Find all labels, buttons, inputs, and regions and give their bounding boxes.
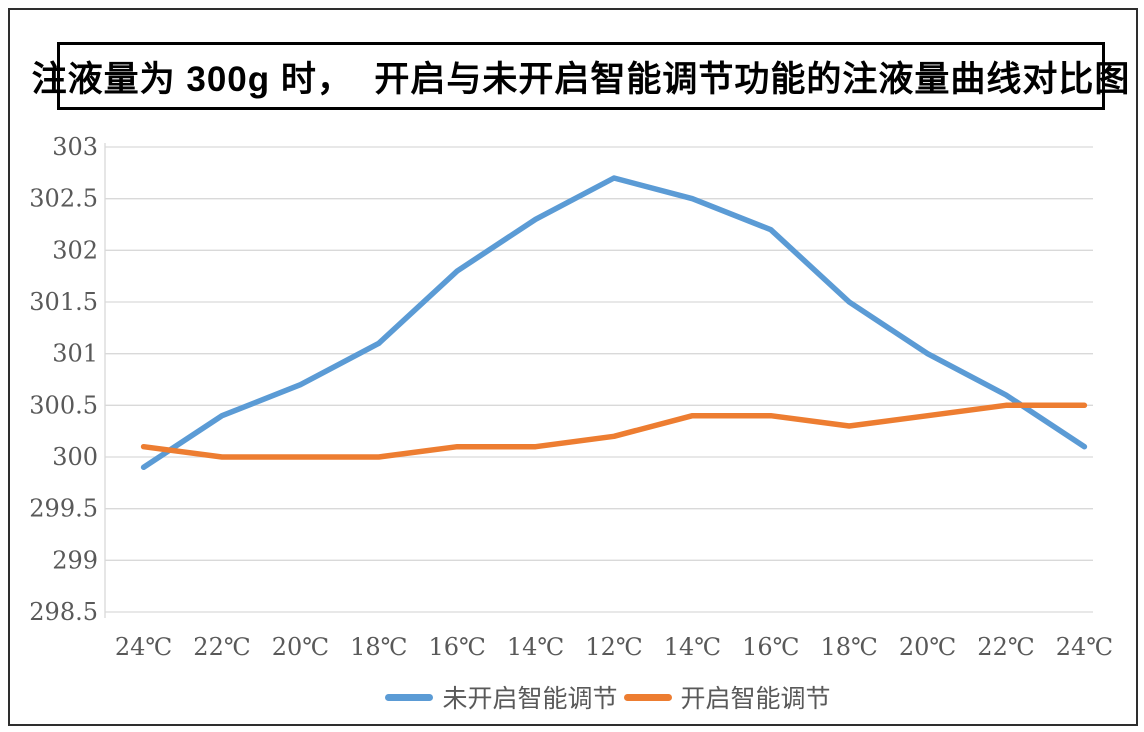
series-line-1 bbox=[140, 402, 1088, 460]
chart-frame: 注液量为 300g 时， 开启与未开启智能调节功能的注液量曲线对比图 303 30… bbox=[8, 8, 1138, 726]
x-tick-label: 16℃ bbox=[429, 633, 486, 661]
y-tick-label: 303 bbox=[52, 133, 98, 161]
y-tick-label: 300.5 bbox=[29, 391, 98, 419]
legend-line-blue-icon bbox=[385, 693, 434, 701]
x-tick-label: 14℃ bbox=[664, 633, 721, 661]
x-tick-label: 20℃ bbox=[272, 633, 329, 661]
y-tick-label: 300 bbox=[52, 443, 98, 471]
y-tick-label: 298.5 bbox=[29, 598, 98, 626]
legend-label-series-0: 未开启智能调节 bbox=[442, 684, 618, 713]
chart-title-box: 注液量为 300g 时， 开启与未开启智能调节功能的注液量曲线对比图 bbox=[32, 42, 1129, 110]
legend: 未开启智能调节 开启智能调节 bbox=[10, 679, 1136, 715]
x-tick-label: 12℃ bbox=[585, 633, 642, 661]
legend-line-orange-icon bbox=[623, 693, 672, 701]
x-tick-label: 24℃ bbox=[1056, 633, 1113, 661]
x-tick-label: 24℃ bbox=[115, 633, 172, 661]
x-tick-label: 16℃ bbox=[742, 633, 799, 661]
x-tick-label: 22℃ bbox=[193, 633, 250, 661]
legend-item-series-1[interactable]: 开启智能调节 bbox=[623, 679, 831, 715]
x-tick-label: 22℃ bbox=[977, 633, 1034, 661]
x-tick-label: 14℃ bbox=[507, 633, 564, 661]
x-tick-label: 18℃ bbox=[821, 633, 878, 661]
line-chart-plot: 303 302.5 302 301.5 301 300.5 300 299.5 299 298.5… bbox=[29, 133, 1113, 661]
y-tick-label: 299.5 bbox=[29, 495, 98, 523]
chart-title: 注液量为 300g 时， 开启与未开启智能调节功能的注液量曲线对比图 bbox=[31, 59, 1131, 99]
y-tick-label: 301.5 bbox=[29, 288, 98, 316]
x-tick-label: 20℃ bbox=[899, 633, 956, 661]
y-tick-label: 302 bbox=[52, 236, 98, 264]
y-tick-label: 301 bbox=[52, 340, 98, 368]
y-tick-label: 302.5 bbox=[29, 185, 98, 213]
legend-item-series-0[interactable]: 未开启智能调节 bbox=[385, 679, 618, 715]
x-tick-label: 18℃ bbox=[350, 633, 407, 661]
y-tick-label: 299 bbox=[52, 546, 98, 574]
series-line-0 bbox=[140, 175, 1088, 471]
legend-label-series-1: 开启智能调节 bbox=[680, 684, 831, 713]
